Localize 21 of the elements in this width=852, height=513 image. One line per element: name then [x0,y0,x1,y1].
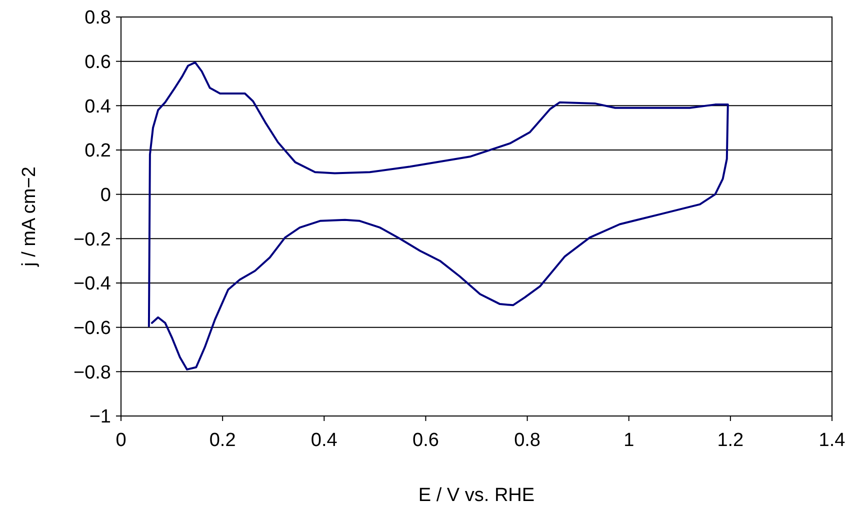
x-tick-label: 0.6 [412,430,439,451]
y-tick-label: 0.4 [84,96,112,118]
y-tick-label: −0.4 [73,274,112,295]
y-tick-label: 0.2 [84,140,111,162]
y-tick-label: 0.6 [84,52,111,73]
x-tick-label: 1 [624,430,634,451]
y-tick-label: 0.8 [84,8,111,29]
x-axis-title: E / V vs. RHE [418,485,535,506]
line-series [148,61,729,370]
x-tick-label: 0.2 [209,430,236,451]
x-tick-label: 0.8 [514,430,540,451]
x-tick-label: 1.2 [717,430,744,451]
y-axis-title: j / mA cm−2 [19,166,40,268]
x-tick-label: 0.4 [310,430,338,451]
y-tick-label: 0 [100,184,111,206]
y-tick-label: −0.8 [73,362,111,384]
x-tick-label: 1.4 [818,430,846,451]
y-tick-label: −0.2 [73,229,111,250]
y-tick-label: −1 [89,406,111,428]
x-tick-label: 0 [116,430,126,451]
y-tick-label: −0.6 [73,318,111,339]
